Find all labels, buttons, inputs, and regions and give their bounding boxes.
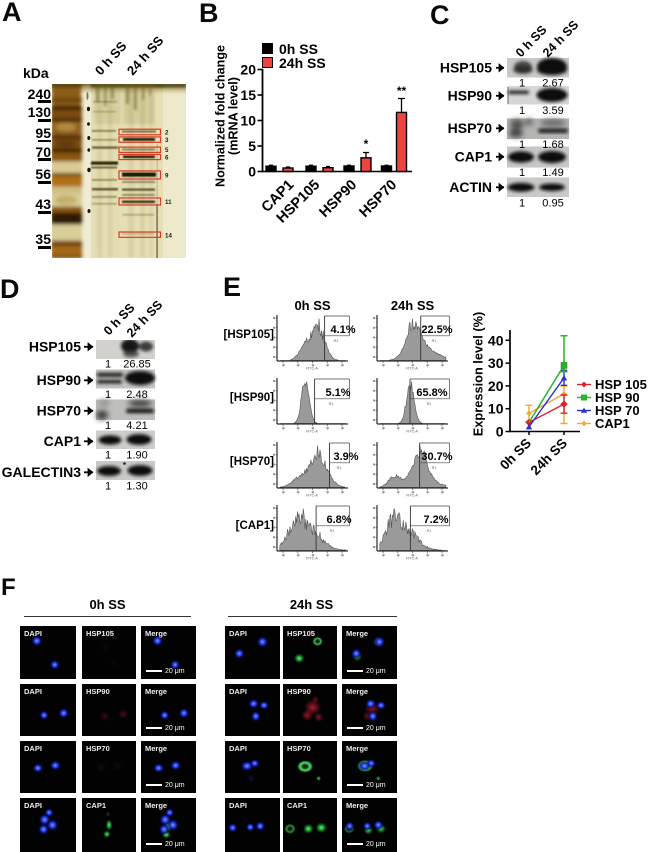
- svg-text:5.1%: 5.1%: [325, 387, 350, 399]
- svg-text:4.21: 4.21: [126, 420, 147, 432]
- svg-text:2: 2: [165, 130, 169, 137]
- svg-text:26.85: 26.85: [123, 359, 151, 371]
- svg-text:HSP90: HSP90: [448, 88, 493, 104]
- svg-text:65.8%: 65.8%: [416, 387, 447, 399]
- svg-text:R1: R1: [427, 529, 432, 533]
- svg-text:20: 20: [488, 378, 504, 394]
- svg-text:2.48: 2.48: [126, 389, 147, 401]
- svg-text:HSP70: HSP70: [37, 403, 82, 419]
- svg-text:R1: R1: [330, 529, 335, 533]
- svg-text:R1: R1: [337, 466, 342, 470]
- svg-text:R1: R1: [432, 339, 437, 343]
- svg-text:10: 10: [488, 401, 504, 417]
- svg-text:HSP90: HSP90: [37, 372, 82, 388]
- svg-text:11: 11: [165, 199, 172, 206]
- svg-text:0: 0: [248, 164, 256, 180]
- svg-text:10: 10: [240, 113, 256, 129]
- svg-text:22.5%: 22.5%: [421, 324, 452, 336]
- svg-text:40: 40: [488, 332, 504, 348]
- svg-text:4.1%: 4.1%: [330, 324, 355, 336]
- svg-text:FITC-A: FITC-A: [406, 430, 418, 434]
- svg-text:CAP1: CAP1: [595, 416, 630, 431]
- svg-text:FITC-A: FITC-A: [306, 557, 318, 561]
- svg-text:5: 5: [165, 147, 169, 154]
- svg-text:FITC-A: FITC-A: [406, 494, 418, 498]
- svg-text:FITC-A: FITC-A: [306, 430, 318, 434]
- svg-text:1: 1: [105, 420, 111, 432]
- svg-text:15: 15: [240, 87, 256, 103]
- svg-text:1: 1: [105, 481, 111, 493]
- svg-text:1: 1: [105, 389, 111, 401]
- svg-text:R1: R1: [427, 402, 432, 406]
- svg-text:1: 1: [519, 78, 525, 90]
- svg-text:1.49: 1.49: [542, 167, 563, 179]
- svg-text:3.9%: 3.9%: [333, 451, 358, 463]
- svg-text:HSP 70: HSP 70: [595, 403, 640, 418]
- svg-text:14: 14: [165, 232, 172, 239]
- svg-text:1: 1: [519, 167, 525, 179]
- svg-text:7.2%: 7.2%: [423, 514, 448, 526]
- svg-text:5: 5: [248, 138, 256, 154]
- svg-text:20: 20: [240, 62, 256, 78]
- svg-text:0.95: 0.95: [542, 198, 563, 210]
- svg-text:**: **: [397, 84, 407, 98]
- svg-text:HSP 90: HSP 90: [595, 390, 640, 405]
- svg-text:1.30: 1.30: [126, 481, 147, 493]
- svg-text:24h SS: 24h SS: [528, 436, 570, 478]
- svg-text:30.7%: 30.7%: [421, 451, 452, 463]
- svg-text:R1: R1: [329, 402, 334, 406]
- svg-text:0: 0: [496, 424, 504, 440]
- svg-text:3: 3: [165, 137, 169, 144]
- svg-text:ACTIN: ACTIN: [449, 179, 492, 195]
- svg-text:9: 9: [165, 172, 169, 179]
- svg-text:1: 1: [519, 198, 525, 210]
- svg-text:1: 1: [105, 359, 111, 371]
- svg-text:1.90: 1.90: [126, 450, 147, 462]
- svg-text:HSP 105: HSP 105: [595, 377, 647, 392]
- svg-text:3.59: 3.59: [542, 105, 563, 117]
- svg-text:R1: R1: [432, 466, 437, 470]
- svg-text:1: 1: [519, 139, 525, 151]
- svg-text:6: 6: [165, 154, 169, 161]
- svg-text:*: *: [364, 137, 369, 151]
- svg-text:1: 1: [105, 450, 111, 462]
- svg-text:1.68: 1.68: [542, 139, 563, 151]
- svg-text:FITC-A: FITC-A: [306, 367, 318, 371]
- svg-text:HSP105: HSP105: [440, 60, 492, 76]
- svg-text:1: 1: [519, 105, 525, 117]
- svg-text:CAP1: CAP1: [455, 149, 493, 165]
- svg-text:R1: R1: [334, 339, 339, 343]
- svg-text:FITC-A: FITC-A: [306, 494, 318, 498]
- svg-text:HSP105: HSP105: [29, 340, 81, 355]
- svg-text:FITC-A: FITC-A: [406, 557, 418, 561]
- svg-text:FITC-A: FITC-A: [406, 367, 418, 371]
- svg-text:2.67: 2.67: [542, 78, 563, 90]
- svg-text:30: 30: [488, 355, 504, 371]
- svg-text:CAP1: CAP1: [44, 433, 82, 449]
- svg-text:6.8%: 6.8%: [326, 514, 351, 526]
- svg-text:GALECTIN3: GALECTIN3: [2, 464, 82, 480]
- svg-text:HSP70: HSP70: [448, 120, 493, 136]
